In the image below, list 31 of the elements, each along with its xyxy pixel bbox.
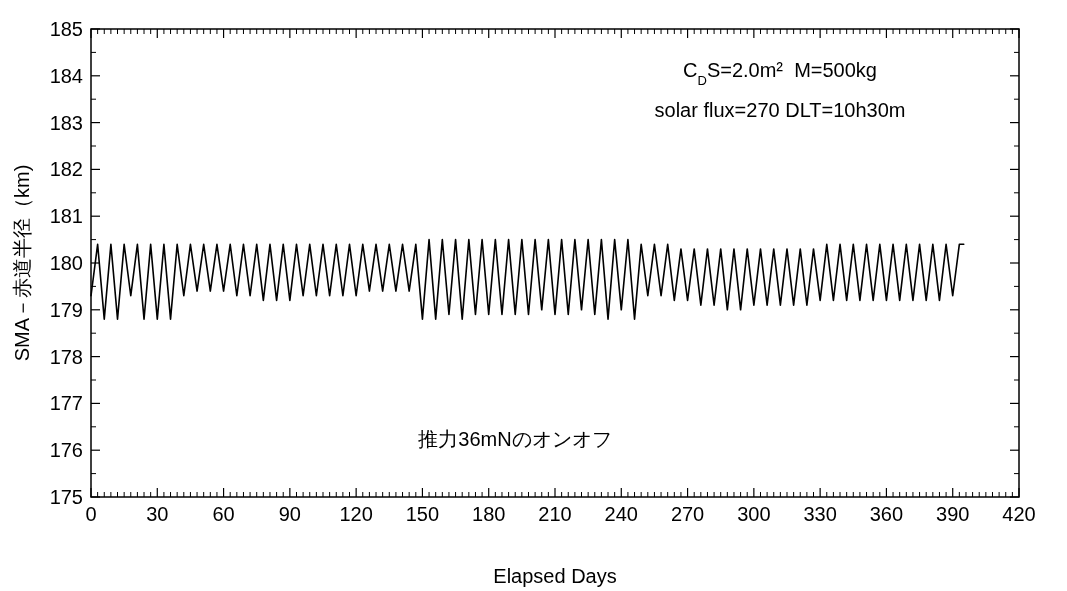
x-tick-label: 150 [405, 503, 440, 525]
x-tick-label: 420 [1002, 503, 1036, 525]
x-tick-label: 90 [278, 503, 301, 525]
x-tick-label: 390 [936, 503, 970, 525]
x-tick-label: 330 [803, 503, 837, 525]
x-tick-label: 270 [670, 503, 705, 525]
y-tick-label: 183 [49, 111, 83, 134]
x-tick-label: 240 [604, 503, 638, 525]
x-tick-label: 30 [146, 503, 169, 525]
y-tick-label: 185 [49, 18, 83, 40]
x-tick-label: 360 [869, 503, 904, 525]
y-tick-label: 182 [49, 158, 83, 181]
y-tick-label: 180 [49, 252, 83, 274]
x-tick-label: 0 [85, 503, 97, 525]
x-tick-label: 210 [538, 503, 572, 525]
y-tick-label: 178 [49, 345, 83, 368]
y-tick-label: 179 [49, 298, 83, 321]
y-tick-label: 184 [49, 64, 83, 87]
annotation: 推力36mNのオンオフ [418, 428, 612, 450]
y-axis-title: SMA－赤道半径（km) [11, 164, 33, 362]
y-tick-label: 175 [49, 486, 83, 508]
x-tick-label: 60 [212, 503, 235, 525]
x-tick-label: 180 [472, 503, 506, 525]
annotation: C$_{D}$S=2.0m² M=500kg [683, 59, 877, 88]
annotation: solar flux=270 DLT=10h30m [654, 99, 906, 121]
y-tick-label: 176 [49, 439, 83, 462]
y-tick-label: 177 [49, 392, 83, 415]
x-tick-label: 300 [737, 503, 771, 525]
x-axis-title: Elapsed Days [493, 565, 617, 587]
y-tick-label: 181 [49, 205, 83, 228]
x-tick-label: 120 [339, 503, 373, 525]
